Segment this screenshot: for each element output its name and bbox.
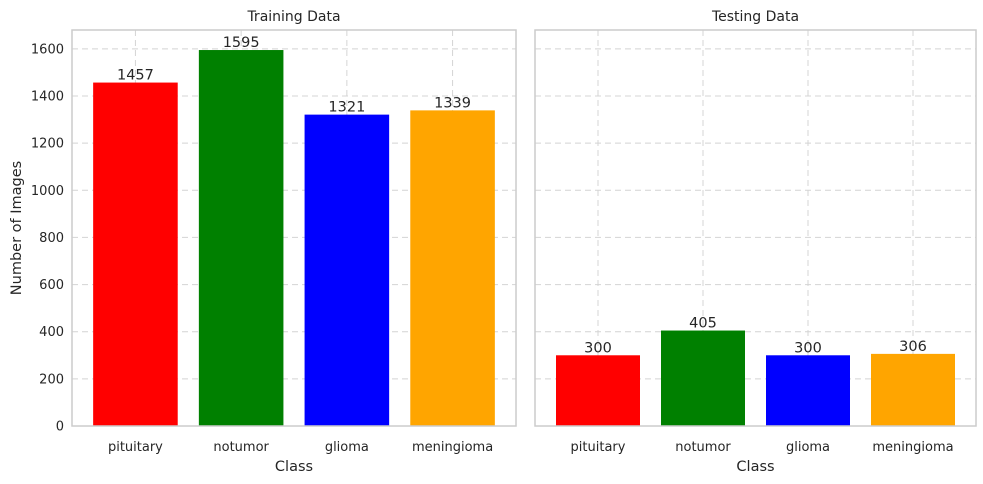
training-bars	[93, 50, 495, 427]
training-y-tick-label: 600	[39, 278, 64, 293]
training-y-tick-label: 800	[39, 231, 64, 246]
testing-value-label-pituitary: 300	[584, 340, 612, 356]
training-x-tick-label-notumor: notumor	[213, 440, 269, 455]
training-data-labels: 1457 1595 1321 1339	[117, 35, 471, 116]
testing-bars	[556, 330, 955, 426]
testing-plot-frame	[534, 29, 977, 427]
training-y-tick-label: 1200	[31, 137, 64, 152]
training-y-axis-label: Number of Images	[9, 161, 25, 295]
training-value-label-pituitary: 1457	[117, 68, 154, 84]
testing-title: Testing Data	[711, 9, 799, 25]
training-bar-meningioma	[410, 110, 495, 426]
training-y-tick-label: 400	[39, 325, 64, 340]
testing-bar-glioma	[766, 355, 850, 426]
training-x-tick-label-meningioma: meningioma	[412, 440, 493, 455]
training-bar-pituitary	[93, 82, 178, 427]
training-value-label-meningioma: 1339	[434, 95, 471, 111]
training-y-tick-label: 1400	[31, 90, 64, 105]
training-x-tick-label-glioma: glioma	[325, 440, 369, 455]
training-y-tick-label: 0	[56, 420, 64, 435]
testing-data-labels: 300 405 300 306	[584, 316, 927, 357]
training-y-tick-label: 200	[39, 372, 64, 387]
training-data-panel: 1457 1595 1321 1339 0 200 400 600 800 1000 1200 14…	[9, 9, 517, 475]
testing-value-label-meningioma: 306	[899, 339, 927, 355]
training-x-ticks: pituitary notumor glioma meningioma	[108, 440, 493, 455]
testing-x-axis-label: Class	[736, 459, 774, 475]
testing-x-tick-label-pituitary: pituitary	[571, 440, 626, 455]
testing-x-ticks: pituitary notumor glioma meningioma	[571, 440, 954, 455]
training-title: Training Data	[246, 9, 340, 25]
training-bar-notumor	[198, 50, 284, 427]
training-y-tick-label: 1600	[31, 42, 64, 57]
training-value-label-notumor: 1595	[223, 35, 260, 51]
testing-bar-pituitary	[556, 355, 640, 426]
testing-x-tick-label-glioma: glioma	[786, 440, 830, 455]
testing-data-panel: 300 405 300 306 pituitary notumor glioma menin…	[534, 9, 977, 475]
training-y-ticks: 0 200 400 600 800 1000 1200 1400 1600	[31, 42, 64, 434]
training-value-label-glioma: 1321	[328, 100, 365, 116]
testing-bar-notumor	[661, 330, 745, 426]
testing-bar-meningioma	[871, 353, 955, 426]
testing-value-label-notumor: 405	[689, 316, 717, 332]
testing-value-label-glioma: 300	[794, 340, 822, 356]
testing-x-tick-label-notumor: notumor	[675, 440, 731, 455]
training-y-tick-label: 1000	[31, 184, 64, 199]
training-x-tick-label-pituitary: pituitary	[108, 440, 163, 455]
training-x-axis-label: Class	[275, 459, 313, 475]
testing-x-tick-label-meningioma: meningioma	[872, 440, 953, 455]
training-bar-glioma	[304, 114, 390, 426]
training-plot-frame	[71, 29, 517, 427]
